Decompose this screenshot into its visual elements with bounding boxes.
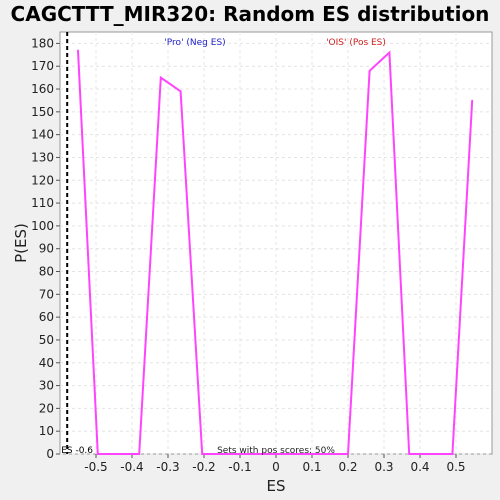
data-point (368, 69, 371, 72)
y-tick-label: 160 (31, 82, 54, 96)
x-tick-label: 0.1 (302, 460, 321, 474)
series (77, 49, 474, 455)
data-point (97, 453, 99, 455)
y-tick-label: 90 (39, 242, 54, 256)
grid (60, 32, 492, 455)
ticks: 0 10 20 30 40 50 60 70 80 90 100 110 120 130 140 150 160… (31, 36, 465, 474)
y-tick-label: 20 (39, 401, 54, 415)
y-tick-label: 180 (31, 36, 54, 50)
x-tick-label: -0.3 (156, 460, 179, 474)
data-point (451, 453, 454, 455)
y-axis-title: P(ES) (12, 223, 30, 263)
y-tick-label: 30 (39, 379, 54, 393)
pos-es-label: 'OIS' (Pos ES) (326, 38, 386, 48)
x-tick-label: 0 (272, 460, 280, 474)
data-point (388, 51, 391, 54)
y-tick-label: 40 (39, 356, 54, 370)
y-tick-label: 130 (31, 150, 54, 164)
series-line (77, 50, 474, 455)
y-tick-label: 50 (39, 333, 54, 347)
x-tick-label: 0.2 (338, 460, 357, 474)
x-axis-title: ES (267, 477, 286, 495)
annotations: ES -0.6 'Pro' (Neg ES) 'OIS' (Pos ES) Sets … (61, 32, 386, 456)
data-point (408, 453, 411, 455)
y-tick-label: 10 (39, 424, 54, 438)
y-tick-label: 170 (31, 59, 54, 73)
y-tick-label: 140 (31, 128, 54, 142)
data-point (201, 453, 203, 455)
x-tick-label: 0.5 (446, 460, 465, 474)
data-point (138, 453, 140, 455)
y-tick-label: 150 (31, 105, 54, 119)
x-tick-label: -0.1 (228, 460, 251, 474)
data-point (160, 76, 162, 79)
data-point (179, 90, 182, 93)
y-tick-label: 0 (46, 447, 54, 461)
data-point (77, 49, 79, 52)
y-tick-label: 80 (39, 265, 54, 279)
neg-es-label: 'Pro' (Neg ES) (164, 38, 225, 48)
y-tick-label: 110 (31, 196, 54, 210)
x-tick-label: -0.5 (84, 460, 107, 474)
y-tick-label: 60 (39, 310, 54, 324)
sets-pos-scores-label: Sets with pos scores: 50% (217, 446, 335, 456)
y-tick-label: 100 (31, 219, 54, 233)
y-tick-label: 70 (39, 287, 54, 301)
data-point (347, 453, 349, 455)
es-marker-label: ES -0.6 (61, 446, 93, 456)
chart-title: CAGCTTT_MIR320: Random ES distribution (10, 2, 490, 26)
y-tick-label: 120 (31, 173, 54, 187)
x-tick-label: -0.2 (192, 460, 215, 474)
x-tick-label: -0.4 (120, 460, 143, 474)
data-point (471, 99, 474, 102)
x-tick-label: 0.3 (374, 460, 393, 474)
x-tick-label: 0.4 (410, 460, 429, 474)
